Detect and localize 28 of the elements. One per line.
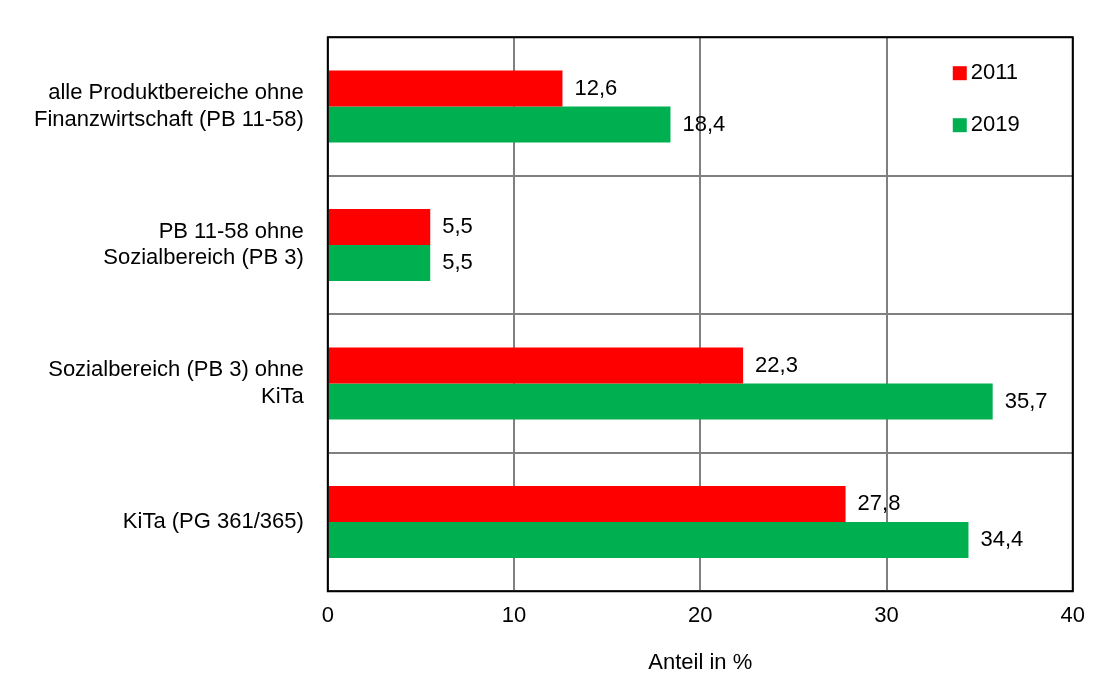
bar bbox=[328, 244, 431, 281]
data-label: 5,5 bbox=[442, 213, 473, 239]
x-tick-label: 40 bbox=[1060, 602, 1086, 628]
legend-label: 2011 bbox=[970, 59, 1019, 85]
data-label: 34,4 bbox=[980, 526, 1024, 552]
data-label: 35,7 bbox=[1004, 387, 1048, 413]
bar bbox=[328, 106, 671, 143]
x-tick-label: 0 bbox=[321, 602, 334, 628]
x-axis-title: Anteil in % bbox=[648, 648, 753, 674]
data-label: 22,3 bbox=[755, 351, 798, 377]
x-tick-label: 10 bbox=[501, 602, 527, 628]
data-label: 5,5 bbox=[442, 249, 473, 275]
legend-label: 2019 bbox=[970, 111, 1020, 137]
bar bbox=[328, 70, 563, 107]
bar bbox=[328, 383, 993, 420]
y-tick-label: PB 11-58 ohne Sozialbereich (PB 3) bbox=[103, 217, 304, 270]
data-label: 27,8 bbox=[857, 490, 901, 516]
x-tick-label: 30 bbox=[874, 602, 899, 628]
data-label: 18,4 bbox=[682, 110, 726, 136]
bar bbox=[328, 208, 431, 245]
y-tick-label: alle Produktbereiche ohne Finanzwirtschaft (PB 11-58) bbox=[33, 79, 304, 131]
y-tick-label: Sozialbereich (PB 3) ohne KiTa bbox=[48, 356, 305, 408]
bar bbox=[328, 521, 969, 558]
data-label: 12,6 bbox=[574, 74, 618, 100]
x-tick-label: 20 bbox=[688, 602, 713, 628]
bar bbox=[328, 485, 846, 522]
y-tick-label: KiTa (PG 361/365) bbox=[122, 508, 304, 534]
bar bbox=[328, 347, 744, 384]
